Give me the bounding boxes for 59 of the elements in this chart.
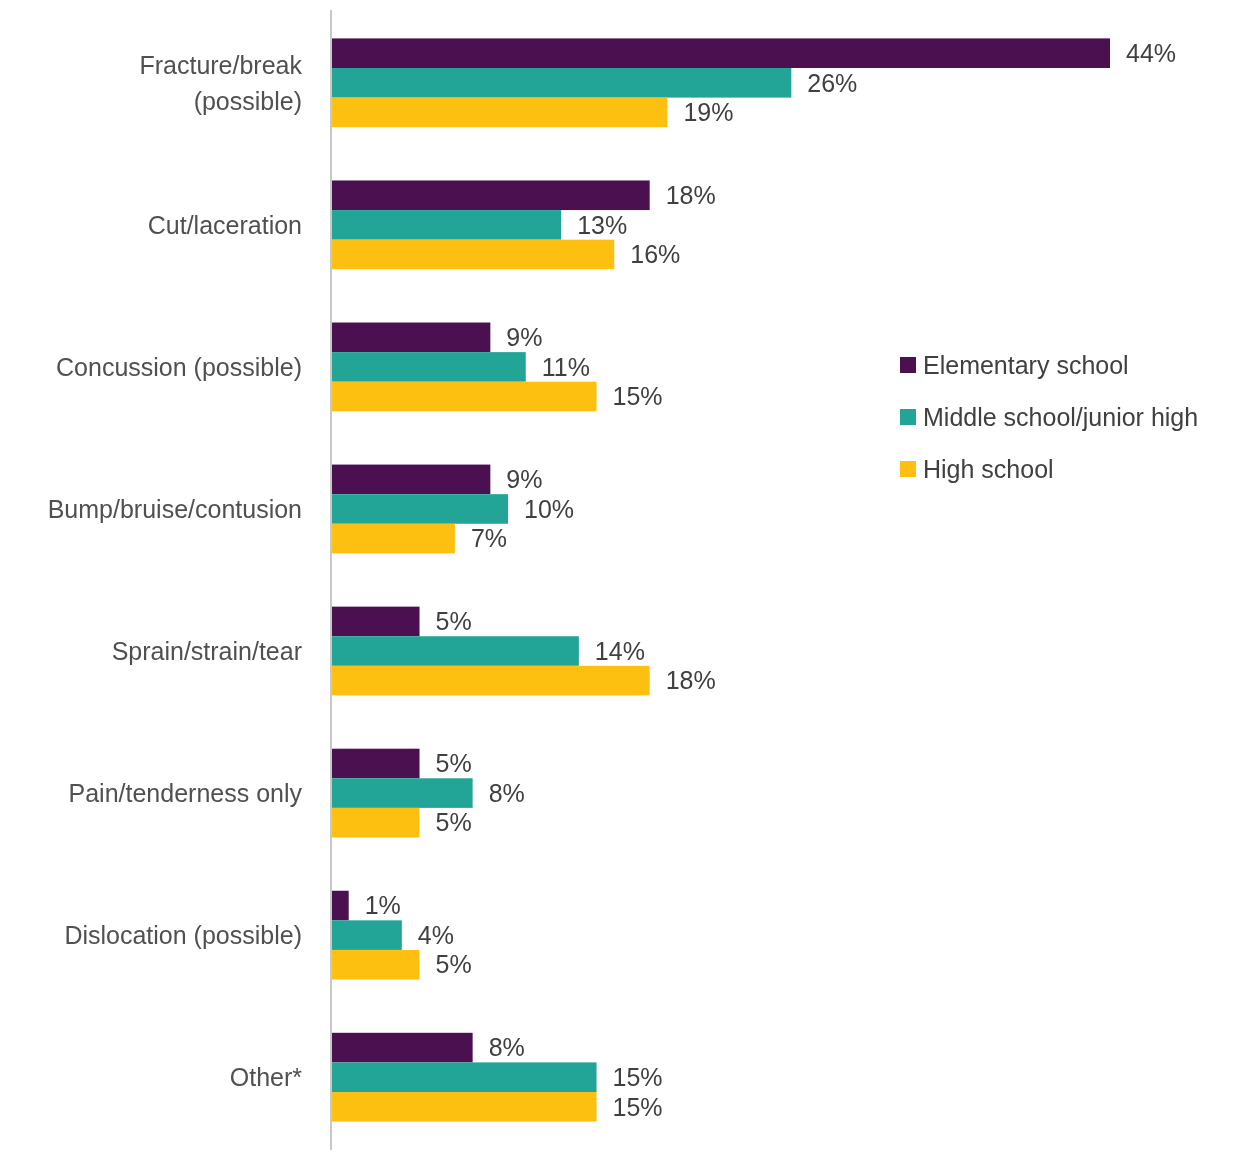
y-tick-label: Concussion (possible) <box>56 352 302 381</box>
data-label: 14% <box>594 636 645 665</box>
data-label: 9% <box>506 465 543 494</box>
data-label: 13% <box>577 210 628 239</box>
y-tick-label: Other* <box>229 1062 303 1091</box>
bar <box>331 778 473 808</box>
data-label: 8% <box>488 778 525 807</box>
bar <box>331 636 579 666</box>
legend-label: Elementary school <box>923 350 1129 379</box>
bar <box>331 322 491 353</box>
data-label: 4% <box>417 920 454 949</box>
data-label: 10% <box>524 494 575 523</box>
bar <box>331 239 615 270</box>
bar <box>331 1062 597 1092</box>
bar <box>331 464 491 495</box>
bar <box>331 494 509 524</box>
bar <box>331 949 420 980</box>
data-label: 15% <box>612 382 663 411</box>
bar <box>331 606 420 637</box>
legend-label: Middle school/junior high <box>923 402 1199 431</box>
data-label: 5% <box>435 607 472 636</box>
data-label: 5% <box>435 749 472 778</box>
data-label: 5% <box>435 808 472 837</box>
bar <box>331 180 650 211</box>
y-tick-label: Cut/laceration <box>147 210 302 239</box>
bar <box>331 807 420 838</box>
y-tick-label: Dislocation (possible) <box>64 920 302 949</box>
data-label: 1% <box>364 891 401 920</box>
y-tick-label: Sprain/strain/tear <box>111 636 302 665</box>
bar <box>331 68 792 98</box>
bar <box>331 748 420 779</box>
data-label: 11% <box>541 352 590 381</box>
bar <box>331 381 597 412</box>
y-tick-label: Bump/bruise/contusion <box>47 494 302 523</box>
data-label: 18% <box>665 181 716 210</box>
data-label: 8% <box>488 1033 525 1062</box>
data-label: 44% <box>1126 38 1177 67</box>
bar <box>331 97 668 128</box>
y-tick-label: Pain/tenderness only <box>68 778 303 807</box>
data-label: 5% <box>435 950 472 979</box>
bar <box>331 1032 473 1063</box>
bar <box>331 665 650 696</box>
bar <box>331 352 526 382</box>
y-tick-label: Fracture/break (possible) <box>139 50 303 115</box>
data-label: 18% <box>665 666 716 695</box>
data-label: 26% <box>807 68 858 97</box>
data-label: 15% <box>612 1092 663 1121</box>
bar <box>331 1091 597 1122</box>
data-label: 16% <box>630 240 681 269</box>
data-label: 19% <box>683 98 734 127</box>
bar <box>331 920 402 950</box>
bar <box>331 890 349 921</box>
legend-label: High school <box>923 454 1054 483</box>
data-label: 15% <box>612 1062 663 1091</box>
data-label: 9% <box>506 323 543 352</box>
bar <box>331 210 562 240</box>
bar <box>331 38 1110 69</box>
data-label: 7% <box>470 524 508 553</box>
bar <box>331 523 455 554</box>
